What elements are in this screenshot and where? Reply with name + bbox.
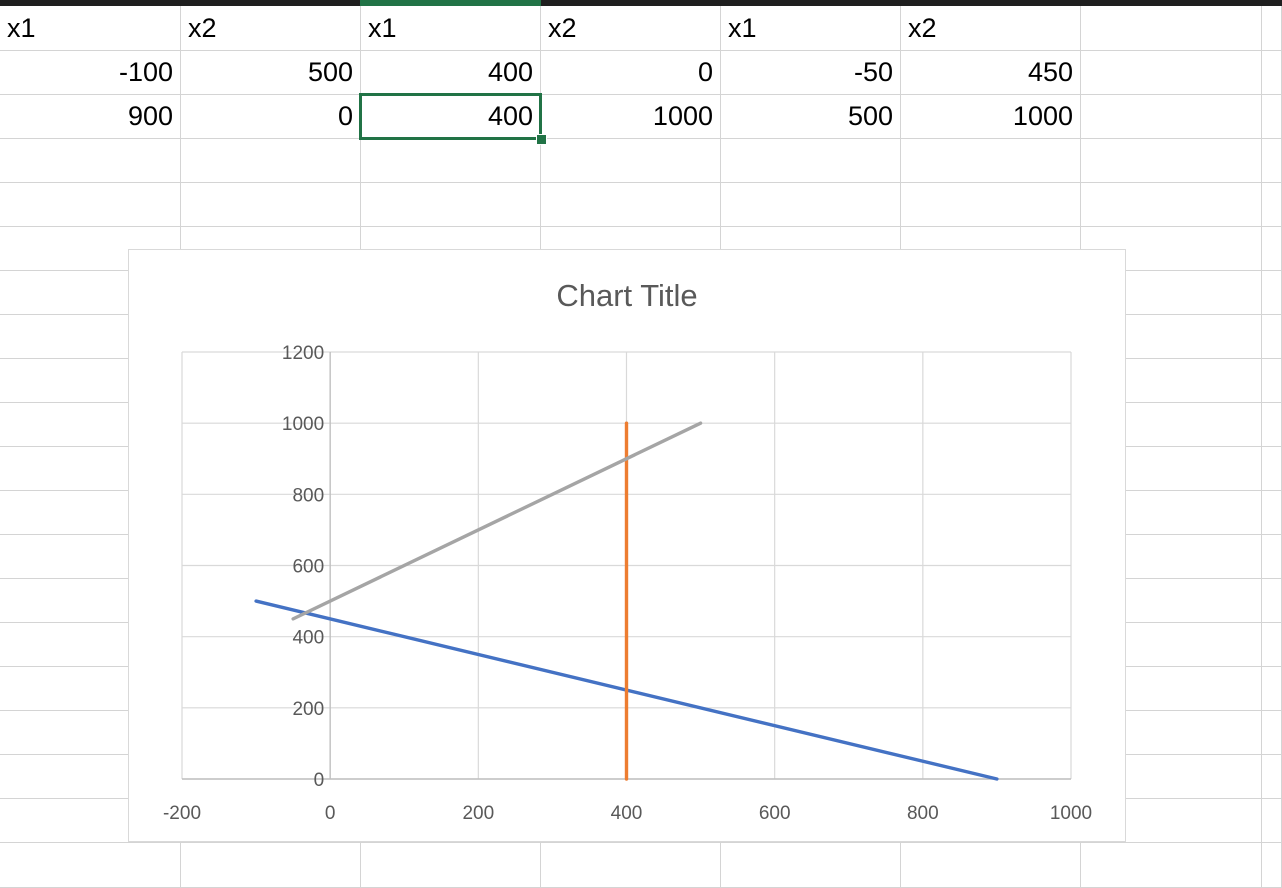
- y-tick-label: 1200: [282, 343, 324, 364]
- empty-cell[interactable]: [1262, 315, 1282, 359]
- empty-cell[interactable]: [1262, 6, 1282, 51]
- empty-cell[interactable]: [1262, 535, 1282, 579]
- y-tick-label: 400: [292, 628, 324, 649]
- empty-cell[interactable]: [361, 843, 541, 888]
- x-tick-label: 600: [759, 803, 791, 824]
- empty-cell[interactable]: [1262, 271, 1282, 315]
- empty-cell[interactable]: [1262, 843, 1282, 888]
- x-tick-label: -200: [163, 803, 201, 824]
- series-line-3: [291, 421, 703, 621]
- empty-cell[interactable]: [361, 139, 541, 183]
- empty-cell[interactable]: [1081, 227, 1262, 271]
- chart-canvas: Chart Title 0 200 400 600 800 1000 1200 -200 0 200…: [163, 278, 1092, 824]
- empty-cell[interactable]: [1262, 51, 1282, 95]
- data-cell[interactable]: 500: [181, 51, 361, 95]
- empty-cell[interactable]: [721, 843, 901, 888]
- empty-cell[interactable]: [1262, 183, 1282, 227]
- empty-cell[interactable]: [0, 183, 181, 227]
- empty-cell[interactable]: [1081, 843, 1262, 888]
- empty-cell[interactable]: [1262, 667, 1282, 711]
- empty-cell[interactable]: [1262, 799, 1282, 843]
- empty-cell[interactable]: [361, 183, 541, 227]
- data-cell[interactable]: 1000: [901, 95, 1081, 139]
- empty-cell[interactable]: [1081, 623, 1262, 667]
- data-cell[interactable]: 0: [181, 95, 361, 139]
- empty-cell[interactable]: [541, 843, 721, 888]
- empty-cell[interactable]: [901, 843, 1081, 888]
- empty-cell[interactable]: [1081, 315, 1262, 359]
- data-cell[interactable]: -50: [721, 51, 901, 95]
- empty-cell[interactable]: [1262, 623, 1282, 667]
- empty-cell[interactable]: [1262, 403, 1282, 447]
- empty-cell[interactable]: [1262, 711, 1282, 755]
- scatter-chart[interactable]: Chart Title 0 200 400 600 800 1000 1200 -200 0 200…: [128, 249, 1126, 842]
- y-tick-label: 200: [292, 699, 324, 720]
- empty-cell[interactable]: [181, 139, 361, 183]
- empty-cell[interactable]: [181, 843, 361, 888]
- data-cell[interactable]: 400: [361, 95, 541, 139]
- empty-cell[interactable]: [1262, 227, 1282, 271]
- header-cell[interactable]: x1: [721, 6, 901, 51]
- empty-cell[interactable]: [1262, 447, 1282, 491]
- header-cell[interactable]: x2: [541, 6, 721, 51]
- y-tick-label: 0: [314, 770, 325, 791]
- x-tick-label: 400: [611, 803, 643, 824]
- empty-cell[interactable]: [541, 183, 721, 227]
- column-header-bar: [0, 0, 1282, 6]
- empty-cell[interactable]: [1081, 139, 1262, 183]
- empty-cell[interactable]: [901, 139, 1081, 183]
- empty-cell[interactable]: [721, 139, 901, 183]
- empty-cell[interactable]: [0, 843, 181, 888]
- empty-cell[interactable]: [1081, 447, 1262, 491]
- empty-cell[interactable]: [0, 139, 181, 183]
- empty-cell[interactable]: [901, 183, 1081, 227]
- empty-cell[interactable]: [1081, 711, 1262, 755]
- data-cell[interactable]: 500: [721, 95, 901, 139]
- empty-cell[interactable]: [1262, 95, 1282, 139]
- empty-cell[interactable]: [721, 183, 901, 227]
- empty-cell[interactable]: [1081, 579, 1262, 623]
- y-tick-label: 600: [292, 557, 324, 578]
- empty-cell[interactable]: [1081, 535, 1262, 579]
- data-cell[interactable]: 400: [361, 51, 541, 95]
- chart-title: Chart Title: [556, 278, 697, 313]
- empty-cell[interactable]: [1081, 271, 1262, 315]
- fill-handle[interactable]: [536, 134, 547, 145]
- empty-cell[interactable]: [1262, 359, 1282, 403]
- empty-cell[interactable]: [1262, 139, 1282, 183]
- empty-cell[interactable]: [1262, 579, 1282, 623]
- empty-cell[interactable]: [1262, 491, 1282, 535]
- active-column-indicator: [360, 0, 541, 6]
- empty-cell[interactable]: [1081, 755, 1262, 799]
- empty-cell[interactable]: [1081, 799, 1262, 843]
- empty-cell[interactable]: [1081, 359, 1262, 403]
- empty-cell[interactable]: [181, 183, 361, 227]
- empty-cell[interactable]: [541, 139, 721, 183]
- data-cell[interactable]: 900: [0, 95, 181, 139]
- y-tick-label: 1000: [282, 414, 324, 435]
- data-cell[interactable]: -100: [0, 51, 181, 95]
- header-cell[interactable]: x2: [901, 6, 1081, 51]
- empty-cell[interactable]: [1262, 755, 1282, 799]
- x-tick-label: 200: [462, 803, 494, 824]
- empty-cell[interactable]: [1081, 403, 1262, 447]
- empty-cell[interactable]: [1081, 51, 1262, 95]
- header-cell[interactable]: x1: [0, 6, 181, 51]
- empty-cell[interactable]: [1081, 95, 1262, 139]
- empty-cell[interactable]: [1081, 6, 1262, 51]
- y-tick-label: 800: [292, 485, 324, 506]
- x-tick-label: 0: [325, 803, 336, 824]
- x-tick-label: 1000: [1050, 803, 1092, 824]
- data-cell[interactable]: 1000: [541, 95, 721, 139]
- empty-cell[interactable]: [1081, 183, 1262, 227]
- header-cell[interactable]: x2: [181, 6, 361, 51]
- data-cell[interactable]: 0: [541, 51, 721, 95]
- empty-cell[interactable]: [1081, 667, 1262, 711]
- data-cell[interactable]: 450: [901, 51, 1081, 95]
- x-tick-label: 800: [907, 803, 939, 824]
- header-cell[interactable]: x1: [361, 6, 541, 51]
- empty-cell[interactable]: [1081, 491, 1262, 535]
